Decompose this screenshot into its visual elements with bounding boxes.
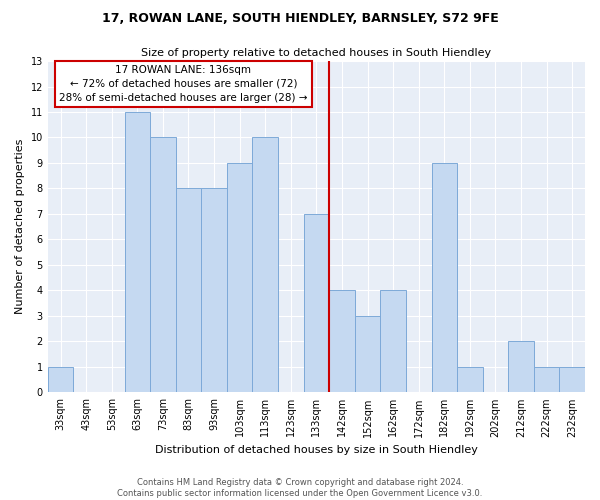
Bar	[508, 342, 534, 392]
Bar	[329, 290, 355, 392]
Text: Contains HM Land Registry data © Crown copyright and database right 2024.
Contai: Contains HM Land Registry data © Crown c…	[118, 478, 482, 498]
Y-axis label: Number of detached properties: Number of detached properties	[15, 139, 25, 314]
Bar	[125, 112, 150, 392]
Bar	[431, 163, 457, 392]
Bar	[304, 214, 329, 392]
Bar	[201, 188, 227, 392]
Bar	[380, 290, 406, 392]
X-axis label: Distribution of detached houses by size in South Hiendley: Distribution of detached houses by size …	[155, 445, 478, 455]
Bar	[457, 367, 482, 392]
Text: 17, ROWAN LANE, SOUTH HIENDLEY, BARNSLEY, S72 9FE: 17, ROWAN LANE, SOUTH HIENDLEY, BARNSLEY…	[101, 12, 499, 26]
Bar	[48, 367, 73, 392]
Bar	[534, 367, 559, 392]
Bar	[355, 316, 380, 392]
Bar	[227, 163, 253, 392]
Text: 17 ROWAN LANE: 136sqm
← 72% of detached houses are smaller (72)
28% of semi-deta: 17 ROWAN LANE: 136sqm ← 72% of detached …	[59, 65, 308, 103]
Bar	[150, 138, 176, 392]
Bar	[253, 138, 278, 392]
Title: Size of property relative to detached houses in South Hiendley: Size of property relative to detached ho…	[142, 48, 491, 58]
Bar	[559, 367, 585, 392]
Bar	[176, 188, 201, 392]
